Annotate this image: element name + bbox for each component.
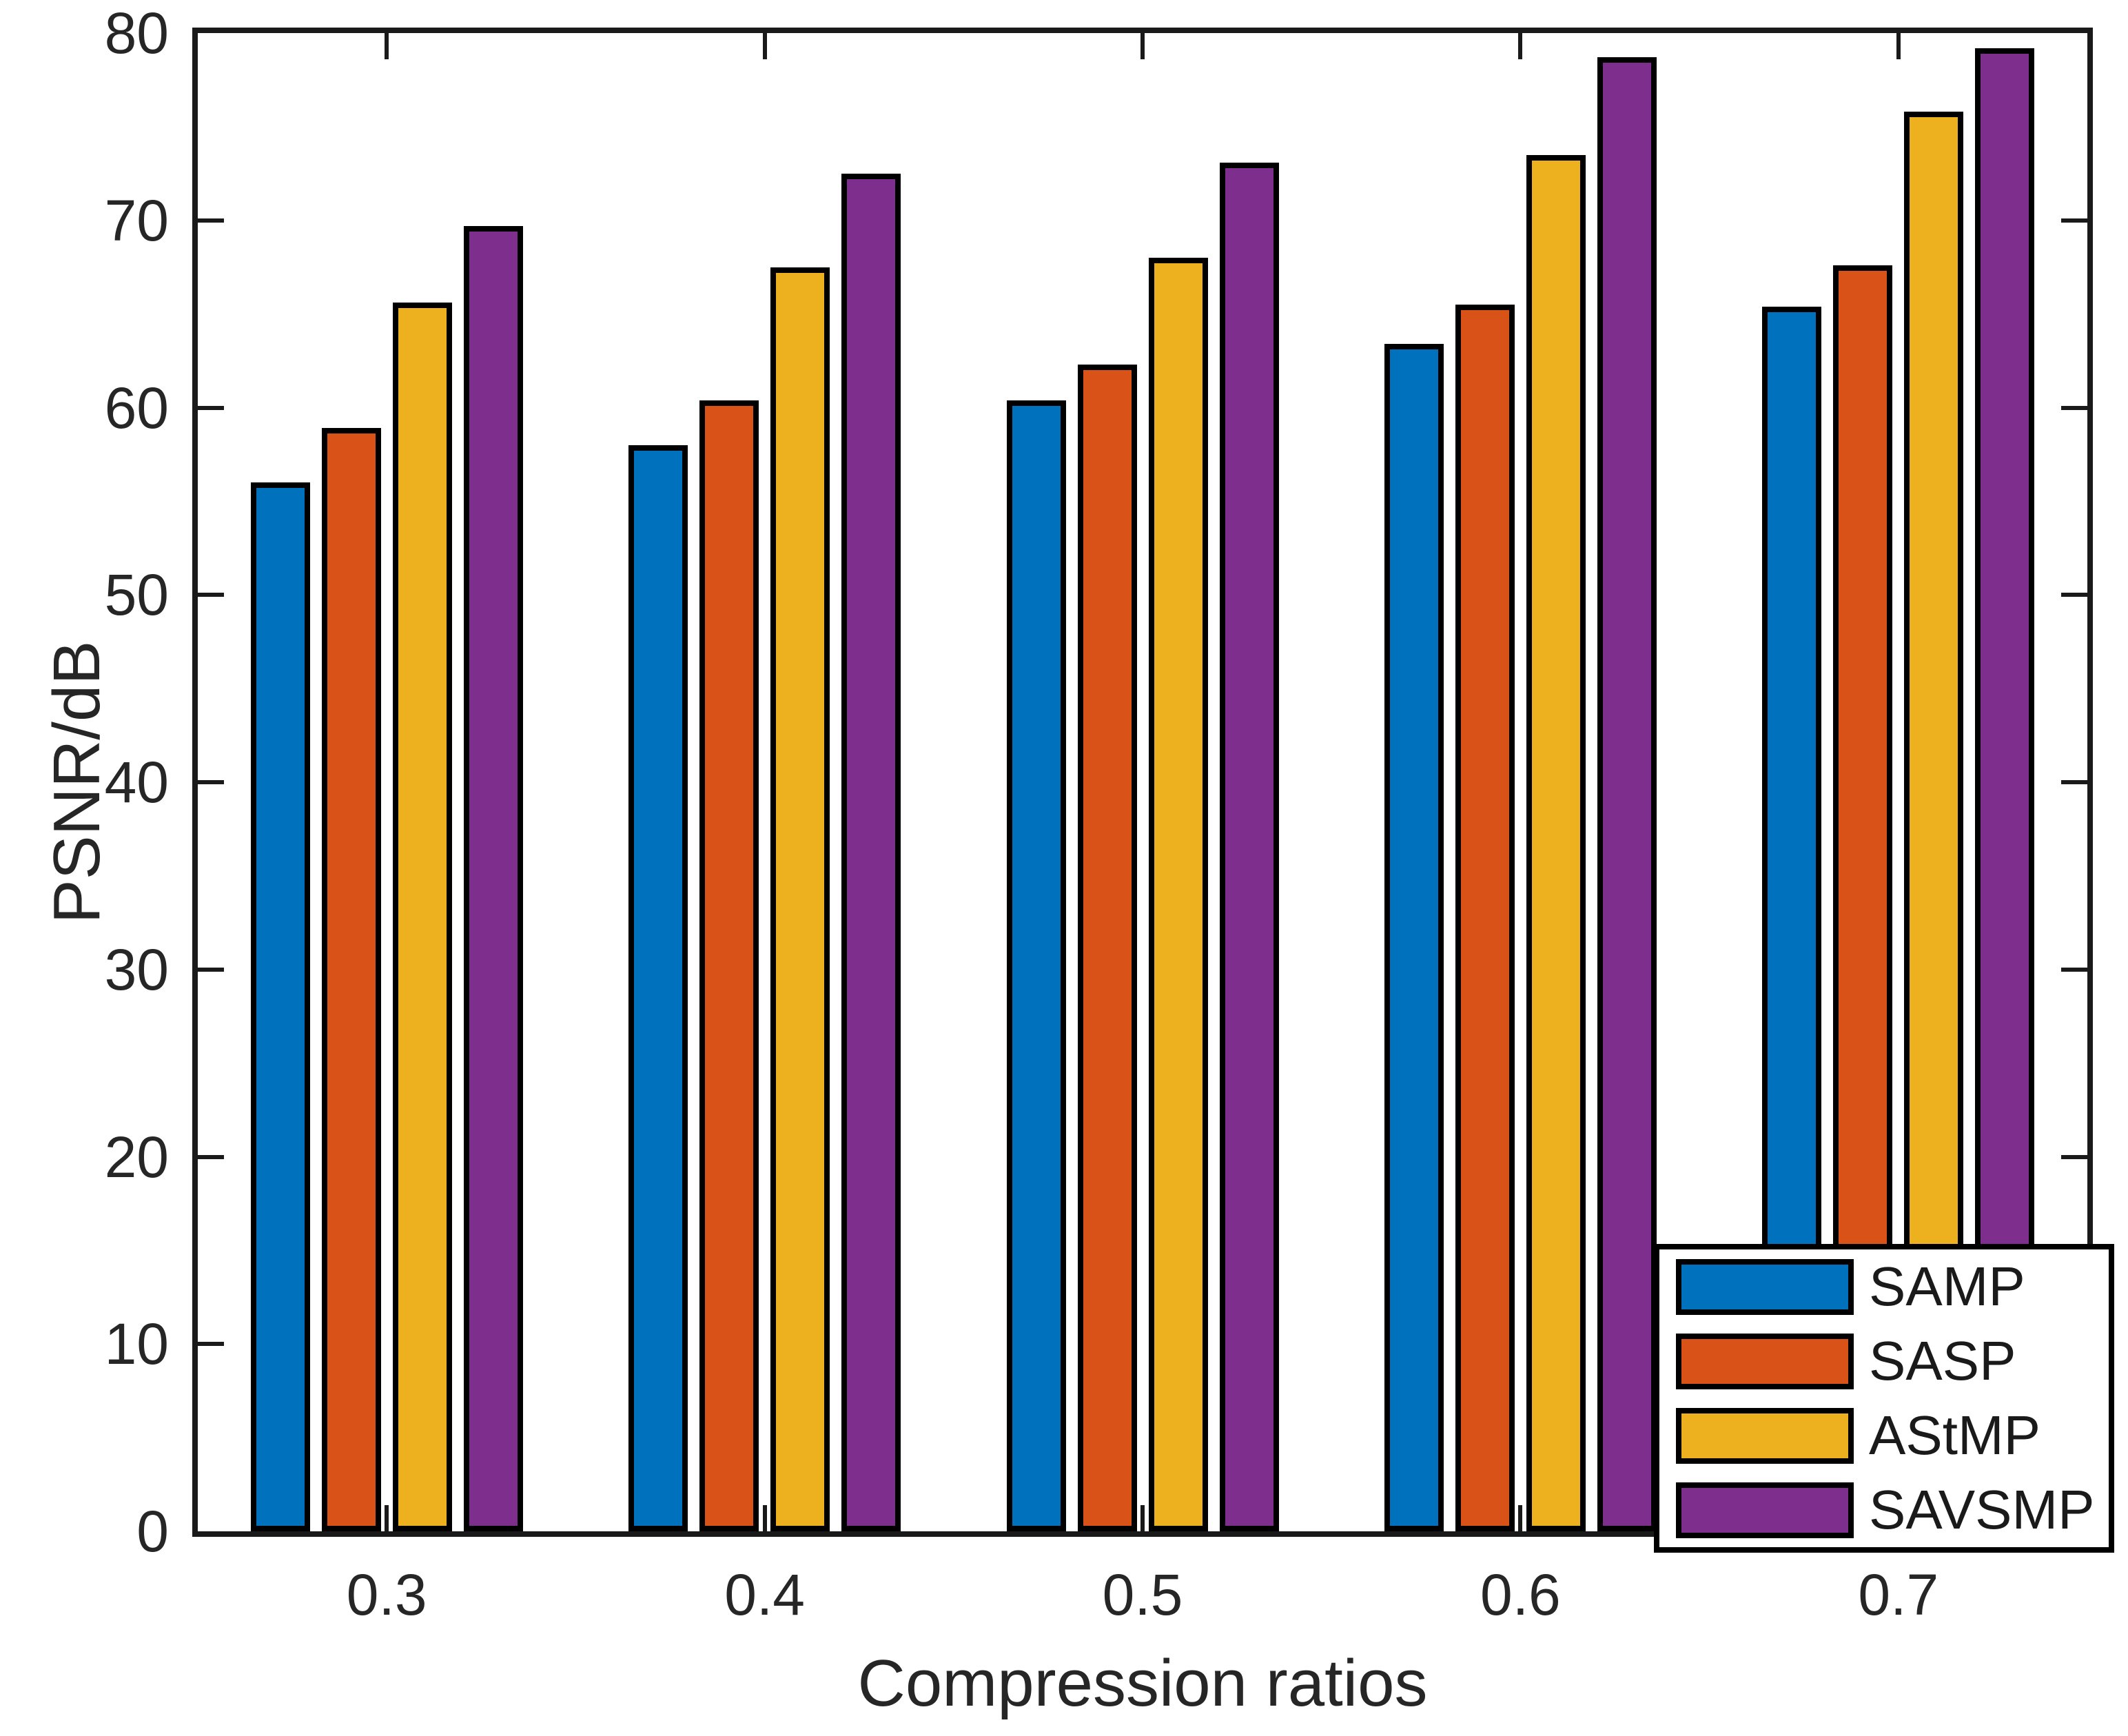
y-tick-label-0: 0: [136, 1499, 169, 1564]
legend-swatch-SASP: [1676, 1333, 1854, 1389]
bar-SAVSMP-0.4: [841, 173, 901, 1531]
y-tick-60-right: [2061, 405, 2087, 410]
y-tick-label-20: 20: [104, 1124, 169, 1189]
legend-label-SAVSMP: SAVSMP: [1869, 1479, 2095, 1540]
y-tick-label-50: 50: [104, 562, 169, 628]
x-tick-0.6-top: [1518, 33, 1523, 59]
x-tick-0.5-top: [1140, 33, 1145, 59]
y-tick-label-60: 60: [104, 375, 169, 440]
x-tick-0.3-top: [385, 33, 389, 59]
bar-SASP-0.5: [1077, 365, 1137, 1531]
y-tick-label-70: 70: [104, 187, 169, 253]
x-tick-0.7-top: [1896, 33, 1901, 59]
bar-AStMP-0.5: [1148, 258, 1208, 1531]
legend-swatch-SAVSMP: [1676, 1482, 1854, 1538]
bar-SAMP-0.3: [250, 482, 310, 1531]
x-tick-label-0.5: 0.5: [1102, 1562, 1183, 1627]
x-axis-label: Compression ratios: [857, 1646, 1428, 1720]
bar-SAVSMP-0.6: [1597, 57, 1657, 1531]
y-tick-label-80: 80: [104, 1, 169, 65]
y-tick-50-left: [198, 593, 224, 598]
bar-SAVSMP-0.5: [1219, 162, 1279, 1531]
legend-item-AStMP: AStMP: [1676, 1405, 2109, 1466]
y-tick-20-left: [198, 1154, 224, 1159]
legend-label-SAMP: SAMP: [1869, 1256, 2025, 1317]
x-tick-label-0.4: 0.4: [724, 1562, 805, 1627]
bar-SAMP-0.4: [628, 445, 688, 1531]
y-tick-70-right: [2061, 218, 2087, 223]
bar-SAVSMP-0.3: [463, 225, 523, 1531]
bar-AStMP-0.6: [1526, 154, 1586, 1531]
legend-swatch-SAMP: [1676, 1258, 1854, 1315]
y-tick-40-right: [2061, 780, 2087, 784]
y-tick-70-left: [198, 218, 224, 223]
y-tick-30-right: [2061, 967, 2087, 972]
y-tick-50-right: [2061, 593, 2087, 598]
y-tick-label-10: 10: [104, 1311, 169, 1377]
x-tick-label-0.7: 0.7: [1858, 1562, 1939, 1627]
x-tick-0.4-bottom: [762, 1505, 767, 1531]
y-tick-20-right: [2061, 1154, 2087, 1159]
legend-item-SAVSMP: SAVSMP: [1676, 1482, 2109, 1538]
bar-AStMP-0.3: [392, 303, 452, 1531]
legend-label-AStMP: AStMP: [1869, 1405, 2040, 1466]
bar-SASP-0.3: [321, 428, 381, 1531]
y-tick-40-left: [198, 780, 224, 784]
y-tick-60-left: [198, 405, 224, 410]
bar-SAMP-0.5: [1006, 400, 1066, 1531]
bar-SAMP-0.6: [1384, 344, 1444, 1531]
legend: SAMP SASP AStMP SAVSMP: [1654, 1244, 2114, 1553]
y-axis-label: PSNR/dB: [40, 640, 114, 924]
legend-item-SASP: SASP: [1676, 1330, 2109, 1391]
bar-AStMP-0.4: [770, 267, 830, 1531]
x-tick-0.5-bottom: [1140, 1505, 1145, 1531]
legend-swatch-AStMP: [1676, 1407, 1854, 1464]
bar-SASP-0.4: [699, 400, 759, 1531]
y-tick-30-left: [198, 967, 224, 972]
x-tick-label-0.3: 0.3: [346, 1562, 427, 1627]
y-tick-label-40: 40: [104, 750, 169, 815]
y-tick-10-left: [198, 1342, 224, 1347]
legend-item-SAMP: SAMP: [1676, 1256, 2109, 1317]
legend-label-SASP: SASP: [1869, 1330, 2016, 1391]
x-tick-0.6-bottom: [1518, 1505, 1523, 1531]
x-tick-0.4-top: [762, 33, 767, 59]
x-tick-0.3-bottom: [385, 1505, 389, 1531]
y-tick-label-30: 30: [104, 937, 169, 1002]
bar-SASP-0.6: [1455, 305, 1515, 1531]
x-tick-label-0.6: 0.6: [1480, 1562, 1561, 1627]
